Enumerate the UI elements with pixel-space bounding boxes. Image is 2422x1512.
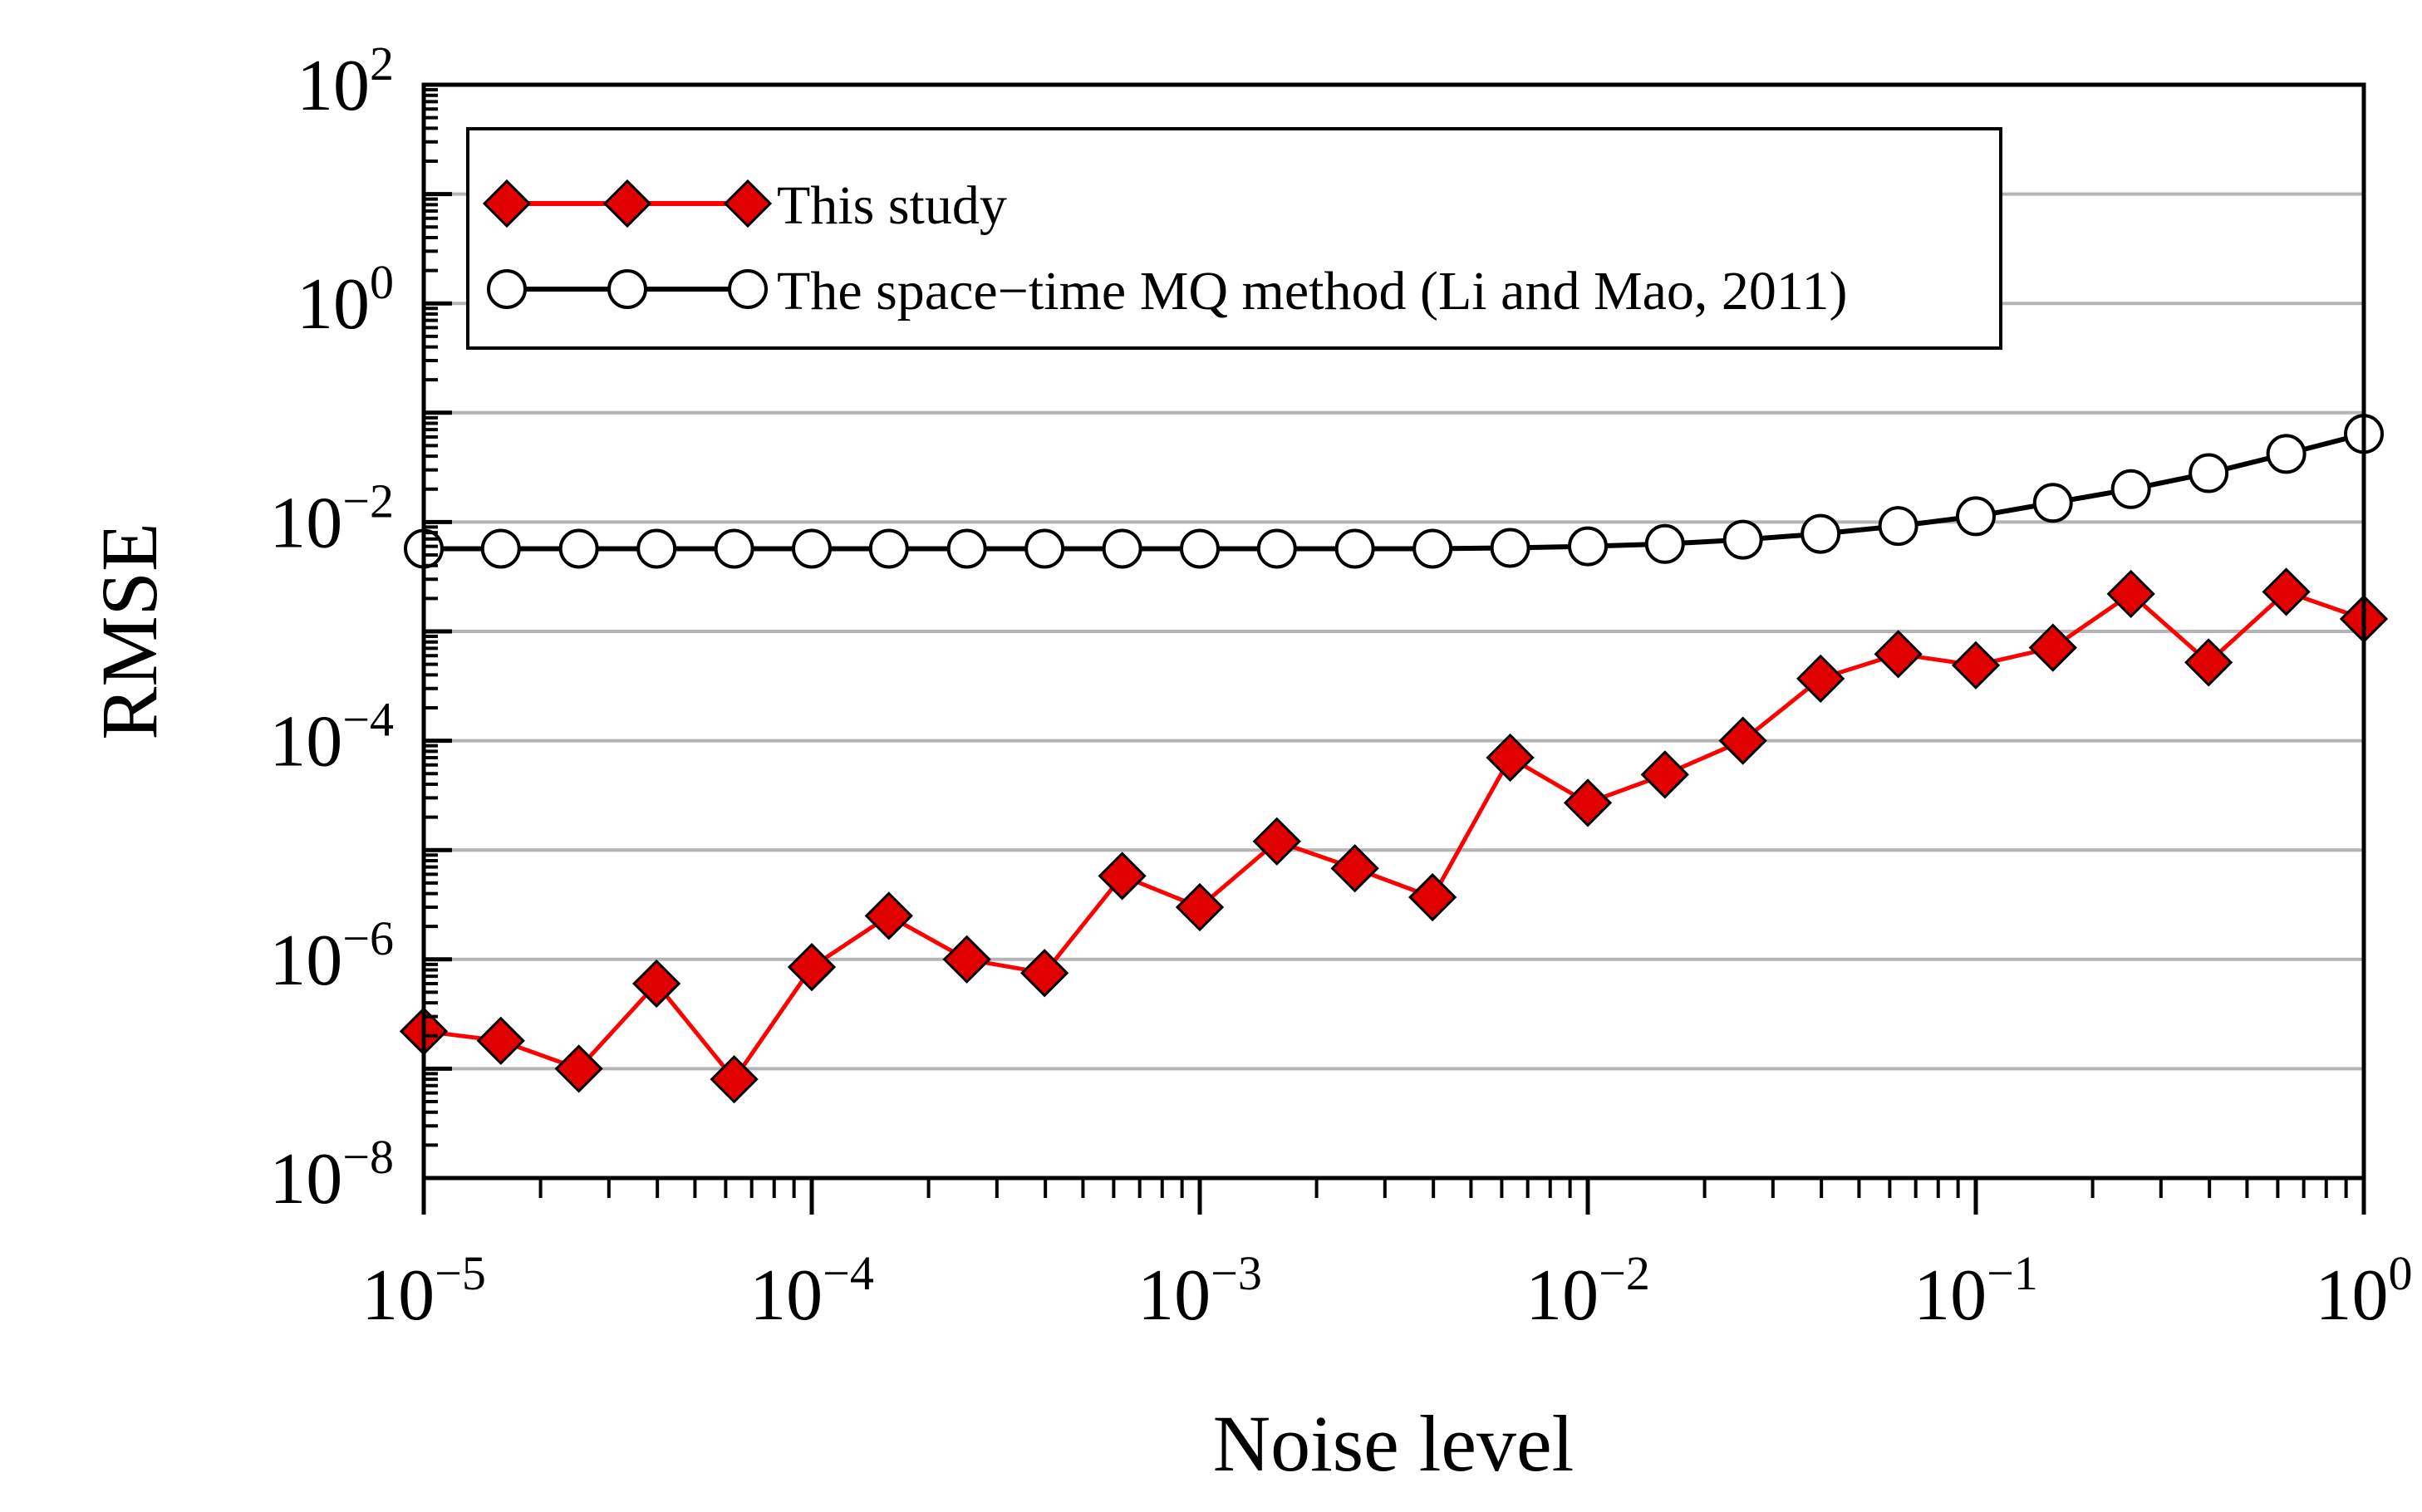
data-point: [1256, 528, 1297, 569]
data-point: [792, 528, 832, 569]
data-point: [714, 528, 754, 569]
data-point: [2028, 623, 2077, 672]
y-tick-label: 10−8: [269, 1130, 394, 1220]
data-point: [636, 528, 677, 569]
data-point: [2032, 483, 2073, 523]
data-point: [1956, 496, 1996, 537]
y-tick-label: 100: [297, 255, 394, 345]
data-point: [2106, 569, 2155, 619]
x-tick-label: 10−2: [1525, 1246, 1650, 1336]
x-tick-label: 10−1: [1914, 1246, 2038, 1336]
data-point: [2110, 469, 2151, 509]
y-axis-title: RMSE: [85, 523, 174, 739]
data-point: [2266, 434, 2307, 474]
data-point: [1486, 733, 1535, 783]
data-point: [1563, 778, 1613, 827]
data-point: [558, 528, 599, 569]
y-tick-label: 102: [297, 37, 394, 126]
data-point: [1020, 949, 1069, 998]
y-tick-label: 10−6: [269, 911, 394, 1001]
legend-marker: [482, 179, 532, 228]
x-tick-label: 10−4: [749, 1246, 874, 1336]
data-point: [1722, 519, 1763, 560]
data-point: [1102, 528, 1142, 569]
data-point: [1024, 528, 1065, 569]
data-point: [2189, 453, 2229, 493]
x-tick-label: 10−5: [361, 1246, 486, 1336]
data-point: [864, 891, 913, 940]
x-tick-label: 100: [2316, 1246, 2413, 1336]
data-point: [1801, 513, 1841, 554]
data-point: [1490, 528, 1530, 568]
data-point: [1252, 817, 1301, 866]
data-point: [1408, 872, 1457, 922]
series-markers: [399, 414, 2389, 1104]
data-point: [1412, 528, 1453, 569]
data-point: [1180, 528, 1220, 569]
data-point: [942, 935, 991, 984]
legend-label: The space−time MQ method (Li and Mao, 20…: [777, 261, 1847, 322]
data-point: [787, 942, 837, 992]
data-point: [1098, 852, 1147, 901]
data-point: [1330, 844, 1379, 893]
data-point: [1718, 716, 1767, 765]
data-point: [2184, 638, 2233, 687]
y-tick-label: 10−4: [269, 693, 394, 783]
data-point: [2262, 567, 2311, 616]
legend-marker: [723, 179, 773, 228]
data-point: [710, 1055, 759, 1104]
data-point: [554, 1044, 603, 1093]
legend-marker: [602, 179, 652, 228]
legend-marker: [728, 269, 768, 309]
data-point: [1640, 750, 1689, 799]
data-point: [1175, 882, 1225, 932]
y-tick-label: 10−2: [269, 474, 394, 563]
axis-tick-labels: 10−8 10−6 10−4 10−2 100 102 10−5 10−4 10−3 10−2 10…: [269, 37, 2412, 1336]
data-point: [946, 528, 987, 569]
data-point: [1874, 630, 1923, 679]
legend: This study The space−time MQ method (Li a…: [466, 127, 2002, 350]
data-point: [1644, 523, 1685, 564]
data-point: [1796, 654, 1845, 703]
data-point: [1951, 641, 2001, 690]
x-tick-label: 10−3: [1137, 1246, 1262, 1336]
legend-marker: [487, 269, 527, 309]
legend-box: [466, 127, 2002, 350]
data-point: [480, 528, 521, 569]
data-point: [1334, 528, 1375, 569]
data-point: [632, 959, 681, 1009]
axis-ticks: [421, 82, 2366, 1215]
data-point: [476, 1016, 525, 1065]
data-point: [868, 528, 909, 569]
data-point: [1568, 526, 1608, 567]
legend-label: This study: [777, 175, 1007, 236]
x-axis-title: Noise level: [1213, 1399, 1575, 1488]
legend-marker: [607, 269, 647, 309]
data-point: [1878, 506, 1918, 547]
